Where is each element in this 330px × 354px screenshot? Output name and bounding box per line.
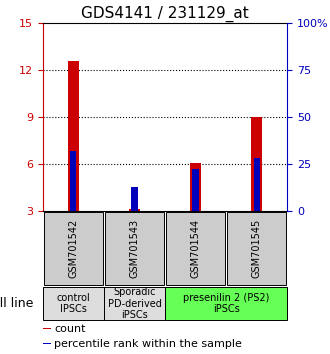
Text: GSM701543: GSM701543 (129, 219, 140, 278)
Text: Sporadic
PD-derived
iPSCs: Sporadic PD-derived iPSCs (108, 287, 161, 320)
Text: count: count (54, 324, 86, 334)
FancyBboxPatch shape (165, 287, 287, 320)
Bar (129, 209, 140, 211)
Bar (70, 150, 77, 211)
FancyBboxPatch shape (44, 212, 103, 285)
Bar (131, 187, 138, 211)
Bar (68, 61, 79, 211)
Bar (253, 158, 260, 211)
Bar (43, 343, 51, 344)
Bar (190, 163, 201, 211)
Text: GSM701542: GSM701542 (68, 219, 79, 278)
Text: control
IPSCs: control IPSCs (56, 293, 90, 314)
FancyBboxPatch shape (43, 287, 104, 320)
FancyBboxPatch shape (166, 212, 225, 285)
FancyBboxPatch shape (105, 212, 164, 285)
Bar (251, 117, 262, 211)
Bar (192, 169, 199, 211)
Text: presenilin 2 (PS2)
iPSCs: presenilin 2 (PS2) iPSCs (183, 293, 269, 314)
FancyBboxPatch shape (227, 212, 286, 285)
Text: percentile rank within the sample: percentile rank within the sample (54, 339, 242, 349)
Title: GDS4141 / 231129_at: GDS4141 / 231129_at (81, 5, 249, 22)
FancyBboxPatch shape (104, 287, 165, 320)
Text: GSM701544: GSM701544 (190, 219, 201, 278)
Text: cell line: cell line (0, 297, 33, 310)
Text: GSM701545: GSM701545 (251, 219, 262, 278)
